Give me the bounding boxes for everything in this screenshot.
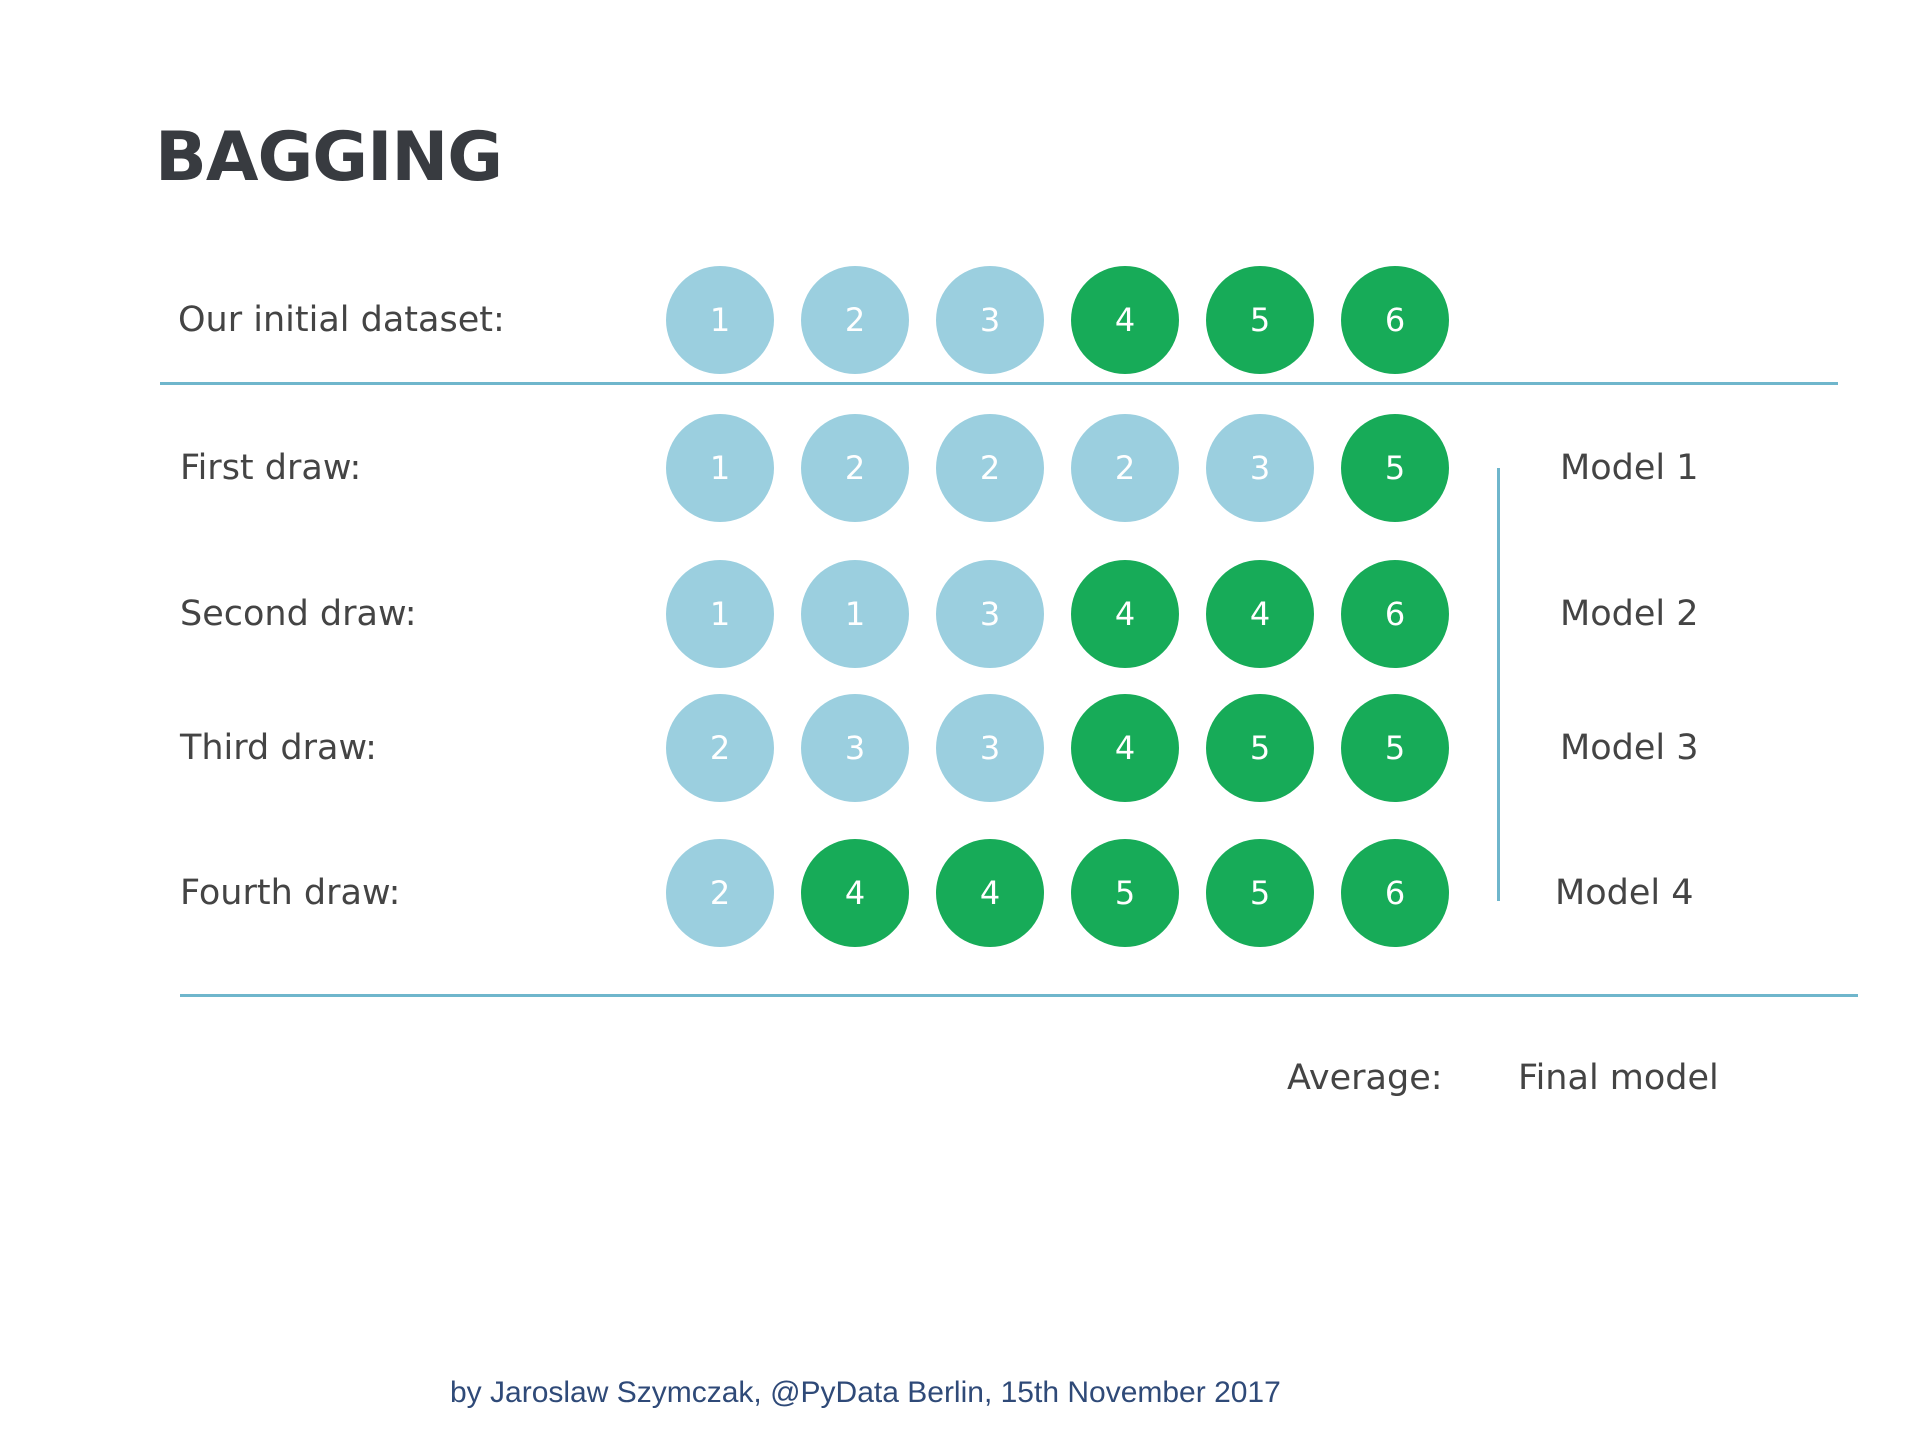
model-label: Model 3 bbox=[1560, 728, 1699, 768]
sample-ball: 1 bbox=[666, 560, 774, 668]
sample-ball: 5 bbox=[1206, 694, 1314, 802]
average-label: Average: bbox=[1287, 1058, 1443, 1098]
row-label: First draw: bbox=[180, 448, 362, 488]
sample-ball: 4 bbox=[801, 839, 909, 947]
model-label: Model 1 bbox=[1560, 448, 1699, 488]
divider-bottom bbox=[180, 994, 1858, 997]
sample-ball: 2 bbox=[666, 839, 774, 947]
footer-credit: by Jaroslaw Szymczak, @PyData Berlin, 15… bbox=[450, 1376, 1281, 1409]
final-model-label: Final model bbox=[1518, 1058, 1719, 1098]
sample-ball: 2 bbox=[1071, 414, 1179, 522]
sample-ball: 4 bbox=[1071, 266, 1179, 374]
sample-ball: 5 bbox=[1341, 414, 1449, 522]
sample-ball: 1 bbox=[666, 266, 774, 374]
sample-ball: 1 bbox=[666, 414, 774, 522]
divider-top bbox=[160, 382, 1838, 385]
models-bracket-line bbox=[1497, 468, 1500, 901]
sample-ball: 6 bbox=[1341, 839, 1449, 947]
sample-ball: 3 bbox=[801, 694, 909, 802]
sample-ball: 2 bbox=[801, 414, 909, 522]
sample-ball: 3 bbox=[936, 694, 1044, 802]
sample-ball: 3 bbox=[1206, 414, 1314, 522]
sample-ball: 4 bbox=[1071, 560, 1179, 668]
model-label: Model 2 bbox=[1560, 594, 1699, 634]
sample-ball: 2 bbox=[801, 266, 909, 374]
sample-ball: 4 bbox=[1071, 694, 1179, 802]
sample-ball: 2 bbox=[936, 414, 1044, 522]
row-label: Second draw: bbox=[180, 594, 417, 634]
model-label: Model 4 bbox=[1555, 873, 1694, 913]
sample-ball: 2 bbox=[666, 694, 774, 802]
sample-ball: 5 bbox=[1071, 839, 1179, 947]
sample-ball: 4 bbox=[1206, 560, 1314, 668]
sample-ball: 4 bbox=[936, 839, 1044, 947]
sample-ball: 5 bbox=[1341, 694, 1449, 802]
row-label: Fourth draw: bbox=[180, 873, 401, 913]
sample-ball: 3 bbox=[936, 266, 1044, 374]
sample-ball: 1 bbox=[801, 560, 909, 668]
sample-ball: 3 bbox=[936, 560, 1044, 668]
row-label: Our initial dataset: bbox=[178, 300, 505, 340]
sample-ball: 6 bbox=[1341, 266, 1449, 374]
sample-ball: 5 bbox=[1206, 839, 1314, 947]
sample-ball: 6 bbox=[1341, 560, 1449, 668]
slide-title: BAGGING bbox=[155, 118, 503, 197]
sample-ball: 5 bbox=[1206, 266, 1314, 374]
row-label: Third draw: bbox=[180, 728, 377, 768]
